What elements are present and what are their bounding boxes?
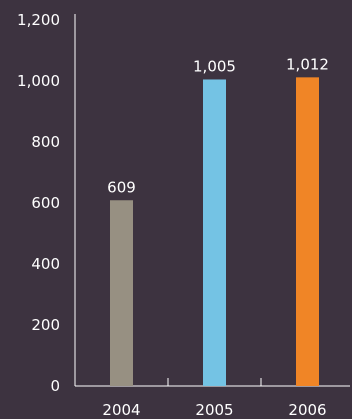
- bar-2006: [296, 77, 319, 386]
- y-tick-label: 600: [31, 194, 60, 212]
- data-labels: 609 1,005 1,012: [107, 55, 329, 196]
- data-label-2005: 1,005: [193, 57, 236, 75]
- y-tick-label: 800: [31, 133, 60, 151]
- y-tick-label: 400: [31, 255, 60, 273]
- x-tick-label-2005: 2005: [195, 401, 233, 419]
- bars: [110, 77, 319, 386]
- x-axis-tick-labels: 2004 2005 2006: [102, 401, 326, 419]
- y-tick-label: 200: [31, 316, 60, 334]
- y-tick-label: 1,200: [17, 11, 60, 29]
- data-label-2006: 1,012: [286, 55, 329, 73]
- bar-2004: [110, 200, 133, 386]
- bar-2005: [203, 79, 226, 386]
- x-axis-separators: [167, 378, 262, 386]
- x-tick-label-2004: 2004: [102, 401, 140, 419]
- y-axis-tick-labels: 0 200 400 600 800 1,000 1,200: [17, 11, 60, 395]
- y-tick-label: 1,000: [17, 72, 60, 90]
- x-tick-label-2006: 2006: [288, 401, 326, 419]
- y-tick-label: 0: [50, 377, 60, 395]
- data-label-2004: 609: [107, 178, 136, 196]
